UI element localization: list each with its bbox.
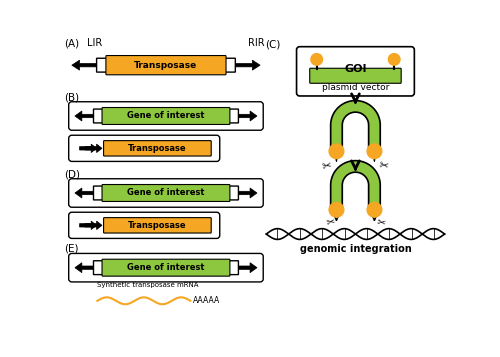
Polygon shape (238, 188, 257, 198)
Polygon shape (75, 111, 94, 121)
Text: ✂: ✂ (322, 161, 332, 172)
Text: GOI: GOI (344, 64, 366, 74)
Text: (B): (B) (64, 92, 79, 102)
Polygon shape (72, 60, 235, 70)
Text: Transposase: Transposase (128, 221, 186, 230)
Text: plasmid vector: plasmid vector (322, 83, 389, 92)
FancyBboxPatch shape (310, 68, 401, 83)
Text: Transposase: Transposase (128, 144, 186, 153)
Circle shape (329, 144, 344, 159)
Text: (C): (C) (266, 40, 281, 50)
Polygon shape (220, 261, 238, 275)
Polygon shape (216, 58, 236, 72)
FancyBboxPatch shape (68, 135, 220, 161)
Circle shape (367, 202, 382, 217)
Text: Transposase: Transposase (134, 61, 198, 70)
Text: (E): (E) (64, 244, 78, 254)
FancyBboxPatch shape (102, 259, 230, 276)
Polygon shape (238, 263, 257, 273)
Text: ✂: ✂ (376, 216, 386, 227)
Text: ✂: ✂ (378, 161, 389, 172)
Polygon shape (220, 109, 238, 123)
Polygon shape (330, 101, 380, 148)
Circle shape (311, 54, 322, 65)
Polygon shape (96, 60, 260, 70)
FancyBboxPatch shape (104, 141, 211, 156)
Circle shape (329, 202, 344, 217)
FancyBboxPatch shape (68, 253, 263, 282)
Circle shape (367, 144, 382, 159)
FancyBboxPatch shape (296, 47, 414, 96)
Polygon shape (80, 221, 96, 230)
FancyBboxPatch shape (102, 107, 230, 125)
Polygon shape (94, 261, 112, 275)
Text: Synthetic transposase mRNA: Synthetic transposase mRNA (98, 282, 199, 288)
Polygon shape (85, 221, 102, 230)
Polygon shape (238, 111, 257, 121)
Polygon shape (94, 186, 112, 200)
FancyBboxPatch shape (104, 218, 211, 233)
FancyBboxPatch shape (68, 179, 263, 207)
Polygon shape (75, 263, 94, 273)
Text: Gene of interest: Gene of interest (127, 263, 204, 272)
FancyBboxPatch shape (106, 56, 226, 75)
Polygon shape (80, 144, 96, 152)
Polygon shape (330, 161, 380, 207)
Circle shape (388, 54, 400, 65)
FancyBboxPatch shape (68, 212, 220, 238)
Text: AAAAA: AAAAA (192, 296, 220, 305)
Text: Gene of interest: Gene of interest (127, 188, 204, 197)
Text: LIR: LIR (88, 38, 102, 48)
Polygon shape (75, 188, 94, 198)
FancyBboxPatch shape (68, 102, 263, 130)
Polygon shape (96, 58, 116, 72)
Polygon shape (85, 144, 102, 152)
Text: ✂: ✂ (325, 216, 336, 227)
Text: genomic integration: genomic integration (300, 245, 412, 255)
Text: Gene of interest: Gene of interest (127, 111, 204, 121)
Text: (A): (A) (64, 38, 79, 48)
Polygon shape (94, 109, 112, 123)
Text: RIR: RIR (248, 38, 264, 48)
Polygon shape (220, 186, 238, 200)
Text: (D): (D) (64, 169, 80, 179)
FancyBboxPatch shape (102, 185, 230, 201)
